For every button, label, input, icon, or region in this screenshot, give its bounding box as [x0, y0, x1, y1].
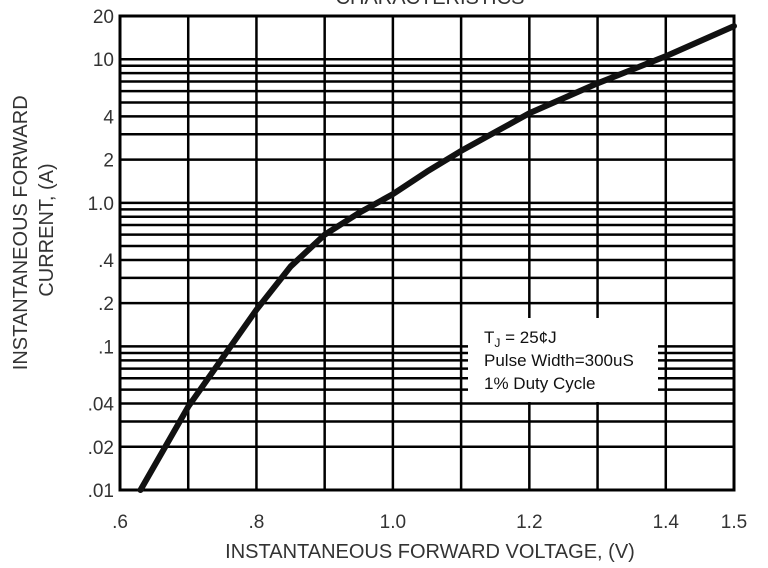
y-tick-label-4: .2: [98, 294, 114, 315]
y-tick-label-9: 10: [93, 50, 114, 71]
x-tick-label-3: 1.2: [516, 512, 542, 533]
annotation-line-3: 1% Duty Cycle: [484, 374, 595, 393]
y-tick-label-3: .1: [98, 337, 114, 358]
x-tick-labels: .6 .8 1.0 1.2 1.4 1.5: [112, 512, 747, 533]
series-line: [137, 23, 737, 493]
y-tick-label-6: 1.0: [88, 194, 114, 215]
y-tick-label-5: .4: [98, 251, 114, 272]
x-axis-title: INSTANTANEOUS FORWARD VOLTAGE, (V): [225, 541, 635, 563]
x-tick-label-2: 1.0: [380, 512, 406, 533]
annotation-line-2: Pulse Width=300uS: [484, 351, 634, 370]
y-tick-label-1: .02: [88, 438, 114, 459]
x-tick-label-4: 1.4: [653, 512, 680, 533]
x-tick-label-1: .8: [249, 512, 265, 533]
y-tick-label-8: 4: [103, 107, 114, 128]
annotation-line-1: TJ = 25¢J: [484, 328, 557, 350]
annotation-box: [468, 318, 658, 402]
plot-frame: [118, 14, 736, 492]
chart-title: CHARACTERISTICS: [336, 0, 525, 9]
y-tick-label-0: .01: [88, 481, 114, 502]
x-tick-label-0: .6: [112, 512, 128, 533]
annotation: TJ = 25¢J Pulse Width=300uS 1% Duty Cycl…: [484, 328, 634, 393]
y-tick-label-7: 2: [103, 151, 114, 172]
y-tick-label-2: .04: [88, 395, 115, 416]
y-tick-label-10: 20: [93, 7, 114, 28]
x-tick-label-5: 1.5: [721, 512, 747, 533]
grid: [120, 16, 734, 490]
y-axis-title: INSTANTANEOUS FORWARD CURRENT, (A): [10, 90, 58, 370]
y-tick-labels: .01 .02 .04 .1 .2 .4 1.0 2 4 10 20: [88, 7, 115, 502]
